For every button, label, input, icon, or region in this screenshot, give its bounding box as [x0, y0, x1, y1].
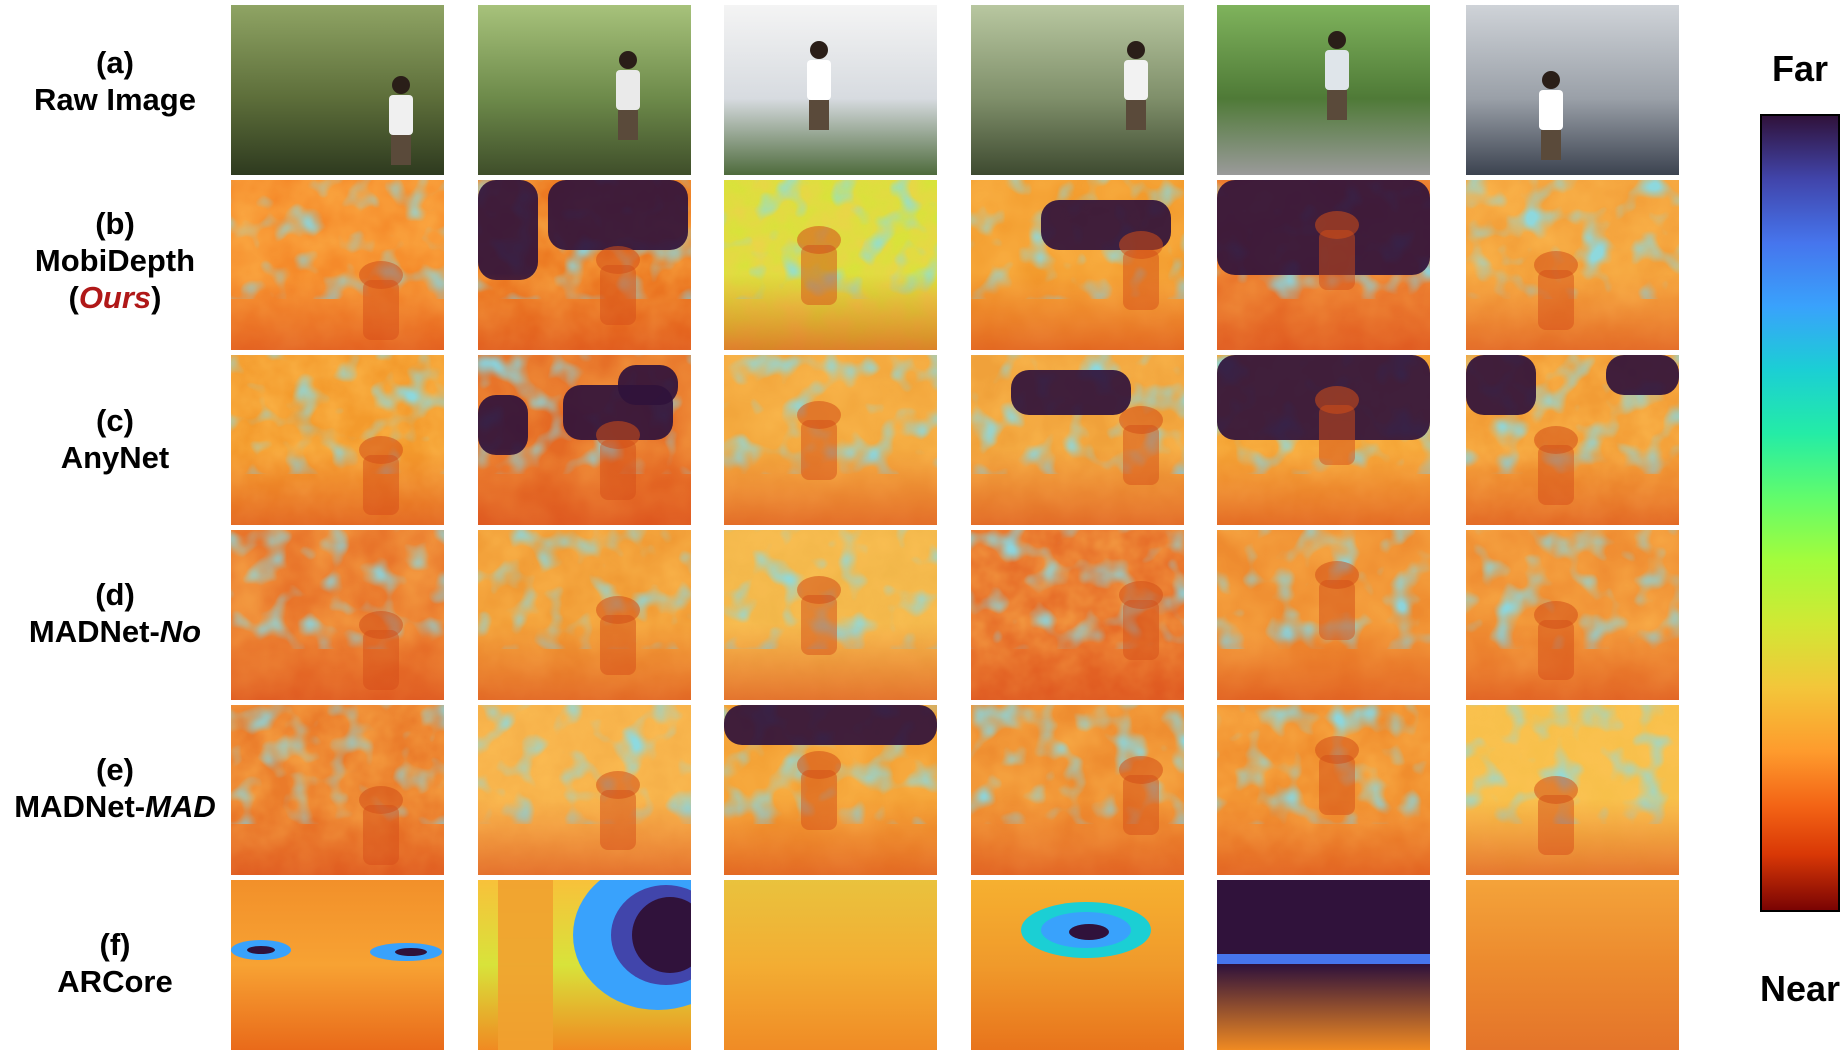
row-label-c: (c) AnyNet [0, 402, 230, 476]
anynet-image-2 [478, 355, 691, 525]
row-label-c-index: (c) [96, 403, 134, 438]
row-label-d-index: (d) [95, 577, 135, 612]
raw-image-3 [724, 5, 937, 175]
raw-image-5 [1217, 5, 1430, 175]
anynet-image-1 [231, 355, 444, 525]
arcore-image-1 [231, 880, 444, 1050]
colorbar-near-label: Near [1759, 968, 1841, 1009]
row-label-a-name: Raw Image [34, 82, 196, 117]
mobidepth-image-2 [478, 180, 691, 350]
row-label-f-index: (f) [99, 927, 131, 962]
ours-label: Ours [78, 280, 152, 315]
madnet-mad-image-6 [1466, 705, 1679, 875]
mobidepth-image-5 [1217, 180, 1430, 350]
row-label-e: (e) MADNet-MAD [0, 751, 230, 825]
row-label-d-name-b: No [159, 614, 202, 649]
madnet-no-image-2 [478, 530, 691, 700]
raw-image-4 [971, 5, 1184, 175]
anynet-image-3 [724, 355, 937, 525]
mobidepth-image-1 [231, 180, 444, 350]
madnet-mad-image-1 [231, 705, 444, 875]
row-label-b-name: MobiDepth [34, 243, 196, 278]
row-label-a: (a) Raw Image [0, 44, 230, 118]
madnet-mad-image-2 [478, 705, 691, 875]
anynet-image-6 [1466, 355, 1679, 525]
row-label-c-name: AnyNet [60, 440, 170, 475]
arcore-image-2 [478, 880, 691, 1050]
depth-colorbar [1760, 114, 1840, 912]
row-label-d-name: MADNet-No [0, 613, 230, 650]
arcore-image-3 [724, 880, 937, 1050]
row-label-b-index: (b) [95, 206, 135, 241]
row-label-e-name-a: MADNet- [14, 789, 146, 824]
anynet-image-5 [1217, 355, 1430, 525]
row-label-e-index: (e) [96, 752, 134, 787]
mobidepth-image-6 [1466, 180, 1679, 350]
raw-image-6 [1466, 5, 1679, 175]
row-label-a-index: (a) [96, 45, 134, 80]
anynet-image-4 [971, 355, 1184, 525]
madnet-no-image-1 [231, 530, 444, 700]
paren-close: ) [151, 280, 162, 315]
row-label-d: (d) MADNet-No [0, 576, 230, 650]
row-label-d-name-a: MADNet- [28, 614, 160, 649]
mobidepth-image-3 [724, 180, 937, 350]
madnet-mad-image-4 [971, 705, 1184, 875]
colorbar-far-label: Far [1771, 48, 1829, 89]
arcore-image-6 [1466, 880, 1679, 1050]
row-label-e-name: MADNet-MAD [0, 788, 230, 825]
madnet-mad-image-5 [1217, 705, 1430, 875]
madnet-no-image-5 [1217, 530, 1430, 700]
mobidepth-image-4 [971, 180, 1184, 350]
paren-open: ( [68, 280, 79, 315]
madnet-no-image-3 [724, 530, 937, 700]
row-label-b-ours-line: (Ours) [0, 279, 230, 316]
arcore-image-5 [1217, 880, 1430, 1050]
row-label-f-name: ARCore [57, 964, 173, 999]
madnet-no-image-6 [1466, 530, 1679, 700]
row-label-f: (f) ARCore [0, 926, 230, 1000]
madnet-mad-image-3 [724, 705, 937, 875]
row-label-e-name-b: MAD [145, 789, 216, 824]
madnet-no-image-4 [971, 530, 1184, 700]
arcore-image-4 [971, 880, 1184, 1050]
raw-image-2 [478, 5, 691, 175]
raw-image-1 [231, 5, 444, 175]
row-label-b: (b) MobiDepth (Ours) [0, 205, 230, 316]
